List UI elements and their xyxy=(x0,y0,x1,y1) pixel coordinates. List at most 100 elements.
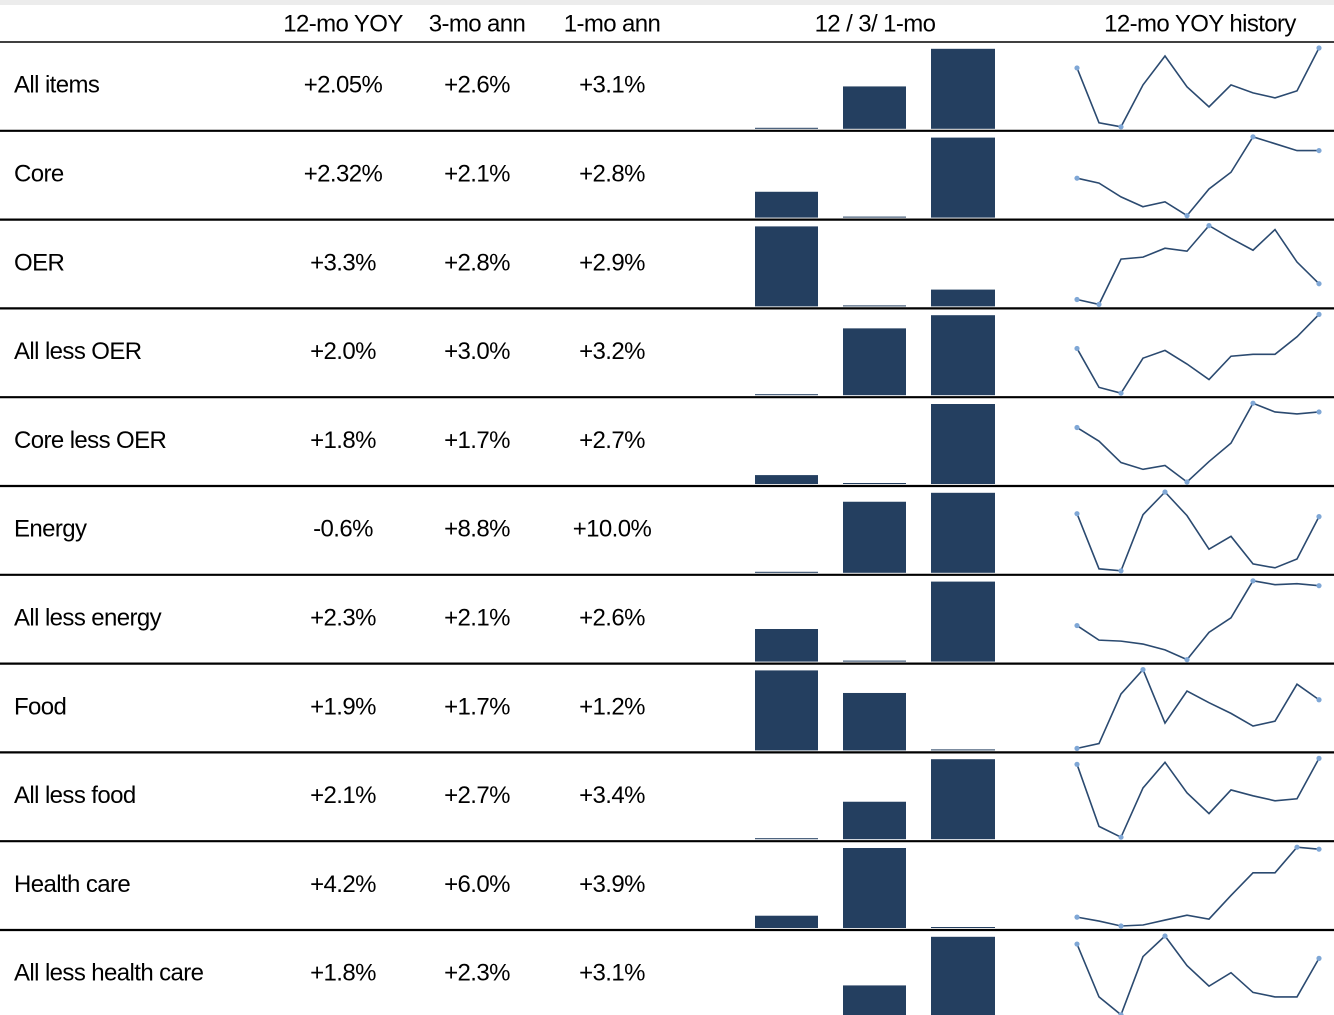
value-cell: +4.2% xyxy=(310,871,376,898)
mini-bar xyxy=(931,315,995,396)
sparkline-marker xyxy=(1096,301,1102,307)
row-label: Health care xyxy=(14,871,130,898)
value-cell: +3.9% xyxy=(579,871,645,898)
mini-bar xyxy=(931,404,995,484)
row-label: All items xyxy=(14,72,100,99)
sparkline-marker xyxy=(1118,834,1124,840)
sparkline-marker xyxy=(1162,489,1168,495)
mini-bar xyxy=(931,749,995,751)
sparkline-marker xyxy=(1074,761,1080,767)
header-cell: 3-mo ann xyxy=(429,10,526,37)
mini-bar xyxy=(755,191,818,218)
value-cell: +2.1% xyxy=(310,782,376,809)
value-cell: +2.0% xyxy=(310,338,376,365)
mini-bar xyxy=(843,483,906,484)
sparkline-marker xyxy=(1184,657,1190,663)
value-cell: +10.0% xyxy=(573,516,652,543)
mini-bar xyxy=(843,216,906,218)
row-label: All less OER xyxy=(14,338,142,365)
row-label: OER xyxy=(14,249,64,276)
value-cell: +2.9% xyxy=(579,249,645,276)
value-cell: +1.7% xyxy=(444,693,510,720)
sparkline-marker xyxy=(1316,147,1322,154)
sparkline-marker xyxy=(1074,296,1080,303)
mini-bar xyxy=(931,927,995,928)
sparkline-marker xyxy=(1074,745,1080,752)
sparkline xyxy=(1076,47,1320,128)
sparkline-marker xyxy=(1074,424,1080,431)
value-cell: +2.7% xyxy=(444,782,510,809)
mini-bar xyxy=(843,801,906,840)
sparkline-marker xyxy=(1316,846,1322,852)
header-cell: 12-mo YOY history xyxy=(1104,10,1296,37)
mini-bar xyxy=(931,492,995,573)
value-cell: +6.0% xyxy=(444,871,510,898)
mini-bar xyxy=(755,127,818,129)
sparkline xyxy=(1076,313,1320,395)
sparkline-marker xyxy=(1118,923,1124,929)
sparkline-marker xyxy=(1250,134,1256,140)
sparkline-marker xyxy=(1316,697,1322,703)
value-cell: +2.6% xyxy=(579,605,645,632)
value-cell: +2.1% xyxy=(444,161,510,188)
mini-bar xyxy=(755,226,818,307)
sparkline xyxy=(1076,668,1320,750)
sparkline-marker xyxy=(1074,65,1080,71)
value-cell: +3.1% xyxy=(579,960,645,987)
row-label: Core xyxy=(14,161,64,188)
sparkline-marker xyxy=(1118,124,1124,130)
sparkline-marker xyxy=(1184,479,1190,485)
mini-bar xyxy=(931,759,995,840)
mini-bar xyxy=(843,692,906,751)
mini-bar xyxy=(843,86,906,129)
header-cell: 1-mo ann xyxy=(564,10,661,37)
value-cell: +2.6% xyxy=(444,72,510,99)
value-cell: +2.32% xyxy=(304,161,383,188)
top-band xyxy=(0,0,1334,5)
header-cell: 12-mo YOY xyxy=(283,10,403,37)
value-cell: +3.1% xyxy=(579,72,645,99)
sparkline xyxy=(1076,135,1319,217)
mini-bar xyxy=(755,571,818,573)
sparkline xyxy=(1076,758,1320,839)
sparkline xyxy=(1076,579,1320,661)
header-cell: 12 / 3/ 1-mo xyxy=(815,10,936,37)
value-cell: +1.2% xyxy=(579,693,645,720)
sparkline-marker xyxy=(1074,622,1080,629)
sparkline-marker xyxy=(1250,400,1256,406)
sparkline-marker xyxy=(1162,933,1168,939)
value-cell: +1.8% xyxy=(310,427,376,454)
sparkline-marker xyxy=(1118,568,1124,574)
sparkline-marker xyxy=(1316,755,1322,762)
mini-bar xyxy=(843,660,906,662)
sparkline-marker xyxy=(1316,281,1322,287)
sparkline-marker xyxy=(1316,45,1322,51)
sparkline-marker xyxy=(1118,390,1124,396)
sparkline-marker xyxy=(1316,955,1322,961)
mini-bar xyxy=(755,670,818,751)
row-label: All less food xyxy=(14,782,136,809)
value-cell: +2.05% xyxy=(304,72,383,99)
sparkline-marker xyxy=(1074,511,1080,517)
sparkline xyxy=(1076,224,1320,306)
row-label: All less energy xyxy=(14,605,162,632)
sparkline xyxy=(1076,846,1320,927)
mini-bar xyxy=(931,137,995,218)
row-label: Energy xyxy=(14,516,87,543)
sparkline-marker xyxy=(1118,1012,1124,1015)
sparkline-marker xyxy=(1316,514,1322,520)
value-cell: +2.7% xyxy=(579,427,645,454)
mini-bar xyxy=(843,305,906,307)
value-cell: +2.1% xyxy=(444,605,510,632)
sparkline xyxy=(1076,402,1320,484)
sparkline-marker xyxy=(1140,667,1146,673)
sparkline-marker xyxy=(1316,583,1322,589)
value-cell: +2.3% xyxy=(310,605,376,632)
mini-bar xyxy=(843,848,906,928)
sparkline-marker xyxy=(1074,175,1080,181)
mini-bar xyxy=(755,838,818,840)
value-cell: +3.0% xyxy=(444,338,510,365)
sparkline-marker xyxy=(1294,844,1300,850)
value-cell: +1.8% xyxy=(310,960,376,987)
